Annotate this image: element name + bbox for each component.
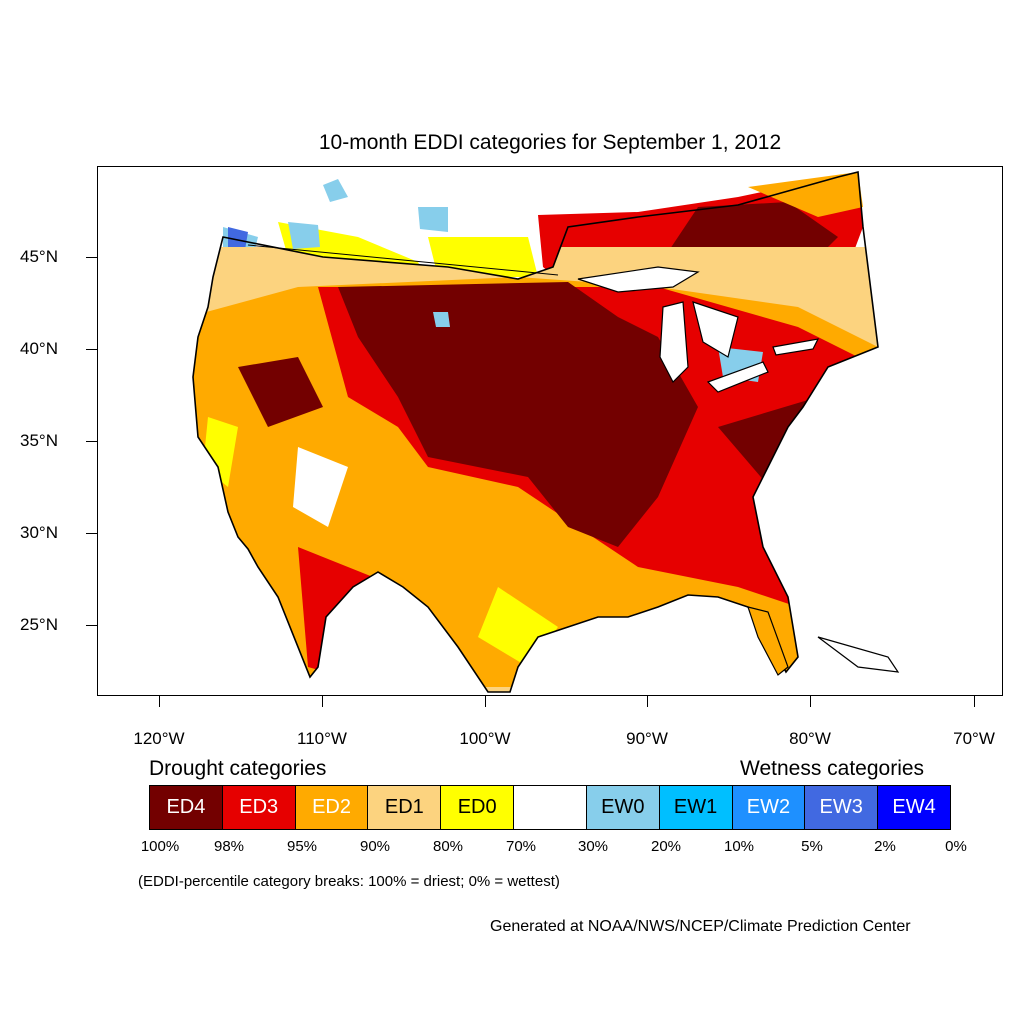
lon-tick	[159, 696, 160, 707]
lon-label-100: 100°W	[459, 729, 511, 748]
break-label: 10%	[723, 838, 755, 855]
lat-label-35: 35°N	[20, 431, 58, 450]
legend-label: EW0	[601, 796, 645, 818]
legend-swatch-ed4: ED4	[150, 786, 223, 829]
great-lakes	[577, 266, 820, 393]
lon-label-70: 70°W	[953, 729, 995, 748]
legend-swatch-ed3: ED3	[222, 786, 296, 829]
cuba	[817, 636, 900, 673]
lat-tick	[86, 349, 97, 350]
coastline	[192, 170, 879, 693]
lon-label-110: 110°W	[297, 729, 347, 748]
break-label: 98%	[213, 838, 245, 855]
legend-label: EW1	[673, 796, 718, 818]
legend-swatch-neutral	[514, 786, 587, 829]
break-label: 80%	[432, 838, 464, 855]
legend-swatch-ed0: ED0	[441, 786, 515, 829]
legend-label: ED4	[166, 796, 206, 818]
legend-swatch-ew4: EW4	[878, 786, 950, 829]
legend-label: EW4	[892, 796, 936, 818]
lon-tick	[322, 696, 323, 707]
break-label: 95%	[286, 838, 318, 855]
florida	[747, 606, 789, 676]
lat-tick	[86, 441, 97, 442]
legend-label: ED3	[239, 796, 279, 818]
legend-swatch-ed1: ED1	[368, 786, 442, 829]
lat-label-30: 30°N	[20, 523, 58, 542]
break-label: 20%	[650, 838, 682, 855]
legend-label: ED0	[457, 796, 497, 818]
canada-border	[247, 244, 559, 276]
legend-label: EW2	[746, 796, 791, 818]
credit-line: Generated at NOAA/NWS/NCEP/Climate Predi…	[490, 918, 911, 935]
lat-tick	[86, 533, 97, 534]
lat-label-40: 40°N	[20, 339, 58, 358]
lat-tick	[86, 257, 97, 258]
drought-categories-heading: Drought categories	[149, 757, 327, 780]
lon-label-120: 120°W	[133, 729, 185, 748]
break-label: 5%	[801, 838, 823, 855]
legend-swatch-ed2: ED2	[295, 786, 369, 829]
legend-colorbar: ED4 ED3 ED2 ED1 ED0 EW0 EW1 EW2 EW3 EW4	[149, 785, 951, 830]
lat-label-25: 25°N	[20, 615, 58, 634]
break-label: 70%	[505, 838, 537, 855]
legend-label: ED2	[312, 796, 351, 818]
category-note: (EDDI-percentile category breaks: 100% =…	[138, 873, 560, 890]
legend-swatch-ew2: EW2	[732, 786, 806, 829]
eddi-map	[97, 166, 1003, 696]
lat-label-45: 45°N	[20, 247, 58, 266]
break-label: 100%	[140, 838, 180, 855]
lon-tick	[810, 696, 811, 707]
lon-tick	[485, 696, 486, 707]
break-label: 30%	[577, 838, 609, 855]
lon-tick	[647, 696, 648, 707]
break-label: 2%	[874, 838, 896, 855]
legend-swatch-ew3: EW3	[805, 786, 879, 829]
legend-label: EW3	[819, 796, 863, 818]
map-title: 10-month EDDI categories for September 1…	[318, 131, 782, 154]
lon-label-90: 90°W	[626, 729, 668, 748]
map-canvas	[192, 170, 900, 693]
legend-label: ED1	[384, 796, 424, 818]
conus-field	[193, 247, 878, 692]
legend-swatch-ew1: EW1	[659, 786, 733, 829]
legend-swatch-ew0: EW0	[586, 786, 660, 829]
break-label: 0%	[945, 838, 967, 855]
wetness-categories-heading: Wetness categories	[740, 757, 925, 780]
lon-tick	[974, 696, 975, 707]
lon-label-80: 80°W	[789, 729, 831, 748]
break-label: 90%	[359, 838, 391, 855]
lat-tick	[86, 625, 97, 626]
